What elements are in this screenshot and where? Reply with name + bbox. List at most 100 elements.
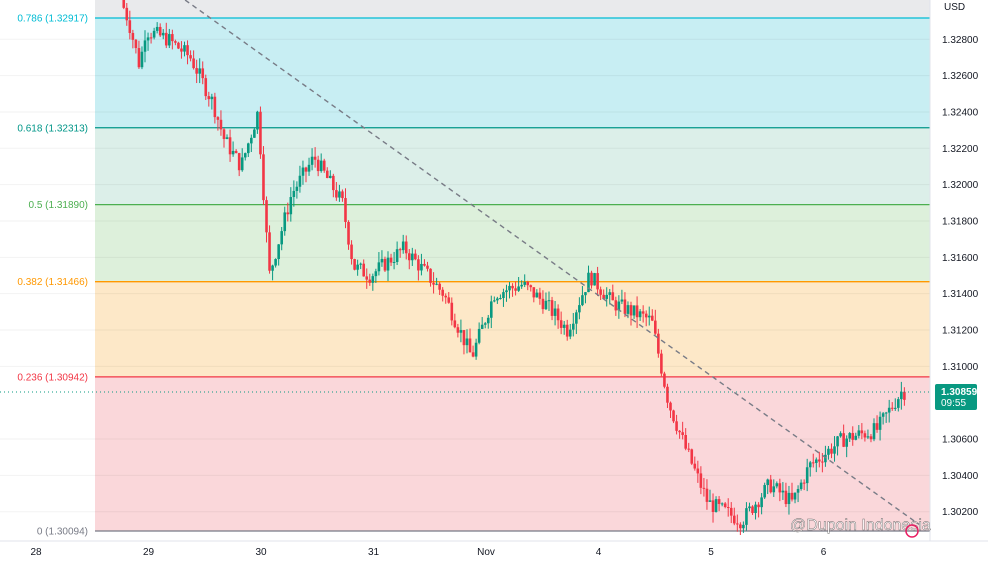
candle-body xyxy=(669,402,672,411)
candle-body xyxy=(900,391,903,400)
candle-body xyxy=(298,175,302,187)
candle-body xyxy=(450,302,454,321)
candle-body xyxy=(453,320,457,328)
candle-body xyxy=(496,298,499,301)
candle-body xyxy=(201,68,205,79)
candle-body xyxy=(502,292,505,299)
candle-body xyxy=(608,292,612,295)
candle-body xyxy=(884,412,888,414)
candle-body xyxy=(508,285,511,291)
candle-body xyxy=(824,454,827,463)
candle-body xyxy=(887,407,891,413)
candle-body xyxy=(505,290,508,293)
candle-body xyxy=(292,190,296,198)
candle-body xyxy=(684,434,687,449)
candle-body xyxy=(629,305,633,316)
candle-body xyxy=(578,305,581,313)
candle-body xyxy=(599,289,602,295)
fib-label: 0.786 (1.32917) xyxy=(17,14,88,25)
candle-body xyxy=(572,323,575,330)
candle-body xyxy=(638,311,642,318)
x-tick-label: 6 xyxy=(821,547,827,558)
candle-body xyxy=(228,137,232,155)
candle-body xyxy=(195,68,198,74)
candle-body xyxy=(341,191,344,199)
fib-label: 0.5 (1.31890) xyxy=(29,200,89,211)
bar-countdown: 09:55 xyxy=(941,398,966,409)
candle-body xyxy=(262,154,265,201)
candle-body xyxy=(432,282,435,285)
candle-body xyxy=(717,499,721,504)
candle-body xyxy=(657,333,660,354)
candle-body xyxy=(520,284,523,287)
candle-body xyxy=(362,263,366,277)
candle-body xyxy=(611,292,615,301)
candle-body xyxy=(893,407,897,409)
candle-body xyxy=(171,34,174,42)
candle-body xyxy=(553,308,557,316)
candle-body xyxy=(338,191,341,198)
candle-body xyxy=(839,433,842,437)
candle-body xyxy=(517,286,520,291)
candle-body xyxy=(523,281,526,285)
candle-body xyxy=(332,175,335,191)
trendline-dashed xyxy=(183,0,920,526)
candle-body xyxy=(204,78,208,97)
candle-body xyxy=(623,299,627,314)
candle-body xyxy=(444,295,448,298)
candle-body xyxy=(256,111,259,130)
candle-body xyxy=(660,353,663,374)
candle-body xyxy=(417,259,420,271)
candle-body xyxy=(714,499,718,512)
candle-body xyxy=(830,448,833,454)
candle-body xyxy=(253,129,256,138)
candle-body xyxy=(723,503,727,508)
candle-body xyxy=(265,200,268,233)
candle-body xyxy=(468,338,472,353)
candle-body xyxy=(845,438,848,447)
candle-body xyxy=(480,324,484,329)
candle-body xyxy=(693,463,697,469)
candle-body xyxy=(499,298,502,300)
candle-body xyxy=(423,263,426,266)
candle-body xyxy=(854,435,858,440)
candle-body xyxy=(641,311,645,314)
candle-body xyxy=(869,436,873,440)
fib-zone xyxy=(95,204,930,282)
candle-body xyxy=(760,497,763,508)
candle-body xyxy=(784,490,788,505)
candle-body xyxy=(313,156,317,160)
candle-body xyxy=(793,492,797,500)
candle-body xyxy=(161,32,165,36)
candle-body xyxy=(593,273,596,286)
candle-body xyxy=(620,299,624,302)
candle-body xyxy=(155,26,159,31)
candle-body xyxy=(398,249,402,251)
candle-body xyxy=(748,506,751,509)
current-price-tag xyxy=(935,383,977,410)
candle-body xyxy=(319,160,323,172)
candle-body xyxy=(474,342,478,357)
candle-body xyxy=(131,32,135,40)
candle-body xyxy=(575,312,578,324)
candle-body xyxy=(137,48,141,68)
candle-body xyxy=(429,268,432,283)
candle-body xyxy=(365,276,369,280)
candle-body xyxy=(699,473,703,488)
candle-body xyxy=(654,320,657,334)
candle-body xyxy=(663,373,666,387)
candle-body xyxy=(174,41,177,43)
replay-icon[interactable] xyxy=(905,524,919,538)
candle-body xyxy=(590,272,593,286)
candle-body xyxy=(805,467,809,484)
candle-body xyxy=(836,436,839,447)
candle-body xyxy=(344,198,347,222)
candle-body xyxy=(775,483,779,487)
candle-body xyxy=(152,30,156,38)
candle-body xyxy=(246,143,250,154)
candle-body xyxy=(386,257,390,271)
candle-body xyxy=(605,294,609,299)
candle-body xyxy=(122,0,126,8)
candle-body xyxy=(164,32,168,46)
candle-body xyxy=(329,175,332,179)
